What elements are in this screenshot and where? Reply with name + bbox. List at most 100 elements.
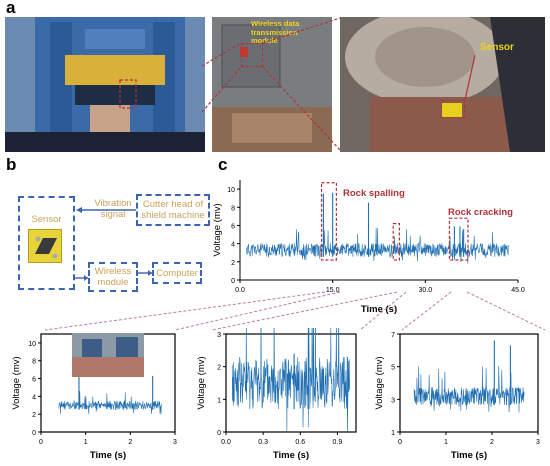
x-tick-label: 0.9 <box>333 439 343 446</box>
sensor-illustration <box>340 17 545 152</box>
connector-line <box>262 66 341 151</box>
y-tick-label: 1 <box>391 430 395 437</box>
x-tick-label: 2 <box>490 439 494 446</box>
panel-label-a: a <box>6 0 16 17</box>
x-axis-label: Time (s) <box>90 450 126 461</box>
y-tick-label: 8 <box>231 205 235 212</box>
wireless-label-line: transmission <box>251 27 298 37</box>
x-tick-label: 0.3 <box>258 439 268 446</box>
sensor-device-image <box>28 229 62 263</box>
y-tick-label: 2 <box>217 365 221 372</box>
machine-illustration <box>5 17 205 152</box>
x-tick-label: 1 <box>84 439 88 446</box>
wireless-module-block: Wireless module <box>88 262 138 292</box>
panel-label-c: c <box>218 155 228 174</box>
arrow-head <box>76 207 82 213</box>
zoom-line <box>44 291 326 331</box>
y-tick-label: 0 <box>231 278 235 285</box>
y-tick-label: 1 <box>217 397 221 404</box>
x-tick-label: 0.0 <box>235 287 245 294</box>
y-axis-label: Voltage (mv) <box>196 356 207 409</box>
y-tick-label: 8 <box>32 359 36 366</box>
computer-block: Computer <box>152 262 202 284</box>
x-tick-label: 3 <box>173 439 177 446</box>
y-tick-label: 0 <box>217 430 221 437</box>
y-tick-label: 10 <box>28 341 36 348</box>
sensor-label: Sensor <box>480 42 514 53</box>
signal-trace <box>245 227 509 264</box>
y-tick-label: 10 <box>227 187 235 194</box>
y-tick-label: 2 <box>32 412 36 419</box>
x-axis-label: Time (s) <box>361 304 397 315</box>
machine-highlight-box <box>119 79 137 109</box>
rock-cracking-label: Rock cracking <box>448 207 513 218</box>
wireless-label-line: module <box>251 36 278 45</box>
sensor-device-icon <box>35 236 58 259</box>
wireless-module-photo <box>212 17 332 152</box>
plot-frame <box>225 333 357 433</box>
arrow-head <box>148 270 152 276</box>
sensor-block-label: Sensor <box>31 214 62 225</box>
vibration-signal-label: Vibration signal <box>88 198 138 220</box>
wireless-module-line: Wireless <box>94 266 132 277</box>
rock-spalling-box <box>320 182 337 261</box>
connector-line <box>262 17 341 44</box>
connector-line <box>201 42 242 67</box>
y-tick-label: 3 <box>391 397 395 404</box>
wireless-module-line: module <box>97 277 129 288</box>
wireless-label: Wireless data transmission module <box>251 19 300 46</box>
arrow-head <box>84 275 88 281</box>
wireless-module-illustration <box>212 17 332 152</box>
signal-trace <box>231 328 351 434</box>
y-axis-label: Voltage (mv) <box>212 203 223 256</box>
wireless-highlight-box <box>241 43 263 67</box>
y-axis-label: Voltage (mv) <box>11 356 22 409</box>
y-tick-label: 0 <box>32 430 36 437</box>
x-tick-label: 0 <box>398 439 402 446</box>
zoom-line <box>174 291 341 331</box>
wireless-label-line: Wireless data <box>251 19 300 28</box>
sensor-photo <box>340 17 545 152</box>
cutter-head-line: shield machine <box>141 210 205 221</box>
cutter-head-block: Cutter head of shield machine <box>136 194 210 226</box>
zoom-line <box>211 291 398 331</box>
y-tick-label: 4 <box>231 242 235 249</box>
y-tick-label: 2 <box>231 260 235 267</box>
x-tick-label: 15.0 <box>326 287 340 294</box>
zoom-line <box>466 291 546 331</box>
zoom-connector-lines <box>44 291 546 331</box>
signal-trace <box>413 365 525 413</box>
photo-connector-lines <box>119 17 476 151</box>
rock-spalling-label: Rock spalling <box>343 188 405 199</box>
inset-chart-rock-spalling: 0 1 2 3 0 2 4 6 8 10 Time (s) Voltage (mv) <box>11 333 177 461</box>
x-axis-label: Time (s) <box>273 450 309 461</box>
main-voltage-chart: 0.0 15.0 30.0 45.0 0 2 4 6 8 10 Time (s) Voltage (m… <box>212 180 525 315</box>
machine-photo <box>5 17 205 152</box>
vibration-signal-line: Vibration <box>94 198 132 209</box>
panel-label-b: b <box>6 155 17 174</box>
y-tick-label: 5 <box>391 365 395 372</box>
plot-frame <box>399 333 539 433</box>
x-tick-label: 0.6 <box>295 439 305 446</box>
inset-photo-illustration <box>72 333 144 377</box>
y-tick-label: 4 <box>32 394 36 401</box>
x-tick-label: 2 <box>128 439 132 446</box>
connector-line <box>201 66 242 113</box>
x-tick-label: 0 <box>39 439 43 446</box>
y-tick-label: 6 <box>32 377 36 384</box>
y-axis-label: Voltage (mv) <box>374 356 385 409</box>
x-axis-label: Time (s) <box>451 450 487 461</box>
vibration-signal-line: signal <box>100 209 126 220</box>
x-tick-label: 1 <box>444 439 448 446</box>
zoom-line <box>401 291 452 331</box>
x-tick-label: 30.0 <box>419 287 433 294</box>
inset-photo <box>72 333 144 377</box>
y-tick-label: 7 <box>391 332 395 339</box>
x-tick-label: 0.0 <box>221 439 231 446</box>
y-tick-label: 3 <box>217 332 221 339</box>
inset-chart-middle: 0.0 0.3 0.6 0.9 0 1 2 3 Time (s) Voltage (mv) <box>196 328 357 461</box>
y-tick-label: 6 <box>231 223 235 230</box>
cutter-head-line: Cutter head of <box>142 199 204 210</box>
middle-segment-box <box>392 223 400 261</box>
